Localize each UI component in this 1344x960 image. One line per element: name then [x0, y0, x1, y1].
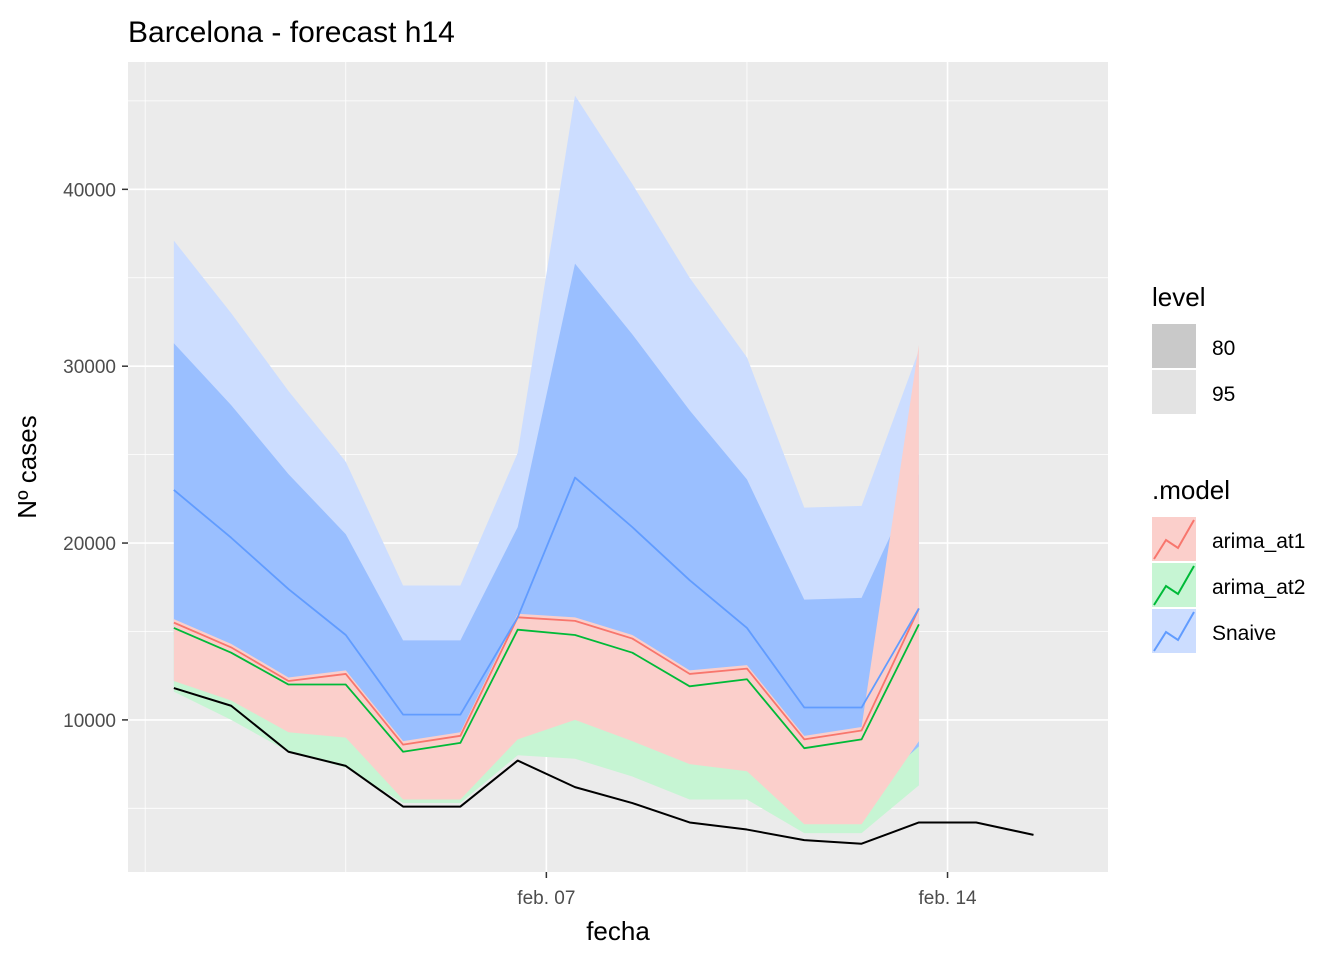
- legend-key-arima-at2: [1152, 563, 1196, 607]
- band80-Snaive: [173, 263, 919, 798]
- legend-label-80: 80: [1212, 337, 1235, 360]
- legend-label-snaive: Snaive: [1212, 622, 1276, 645]
- chart-title: Barcelona - forecast h14: [128, 16, 455, 49]
- legend-label-arima-at2: arima_at2: [1212, 576, 1305, 599]
- legend: level 80 95 .model arima_at1 arima_at2 S…: [1152, 282, 1305, 653]
- legend-key-arima-at1: [1152, 517, 1196, 561]
- y-tick-label: 10000: [63, 711, 116, 732]
- legend-model-title: .model: [1152, 475, 1230, 505]
- y-tick-label: 40000: [63, 180, 116, 201]
- y-axis-title: Nº cases: [12, 415, 42, 518]
- legend-key-95: [1152, 370, 1196, 414]
- line-Snaive: [173, 476, 920, 716]
- y-tick-label: 20000: [63, 534, 116, 555]
- x-axis-ticks: feb. 07 feb. 14: [517, 872, 977, 909]
- y-axis-ticks: 10000 20000 30000 40000: [63, 180, 128, 732]
- x-axis-title: fecha: [586, 916, 650, 946]
- legend-label-arima-at1: arima_at1: [1212, 530, 1305, 553]
- x-tick-label: feb. 14: [918, 888, 977, 909]
- line-arima_at1: [173, 608, 920, 746]
- line-arima_at2: [173, 624, 920, 753]
- legend-label-95: 95: [1212, 383, 1235, 406]
- band80-arima_at1: [173, 344, 919, 825]
- interval-bands: [173, 95, 919, 834]
- x-tick-label: feb. 07: [517, 888, 575, 909]
- y-tick-label: 30000: [63, 357, 116, 378]
- legend-level-title: level: [1152, 282, 1205, 312]
- series-lines: [173, 476, 1034, 845]
- legend-key-snaive: [1152, 609, 1196, 653]
- line-actual: [173, 687, 1034, 845]
- legend-key-80: [1152, 324, 1196, 368]
